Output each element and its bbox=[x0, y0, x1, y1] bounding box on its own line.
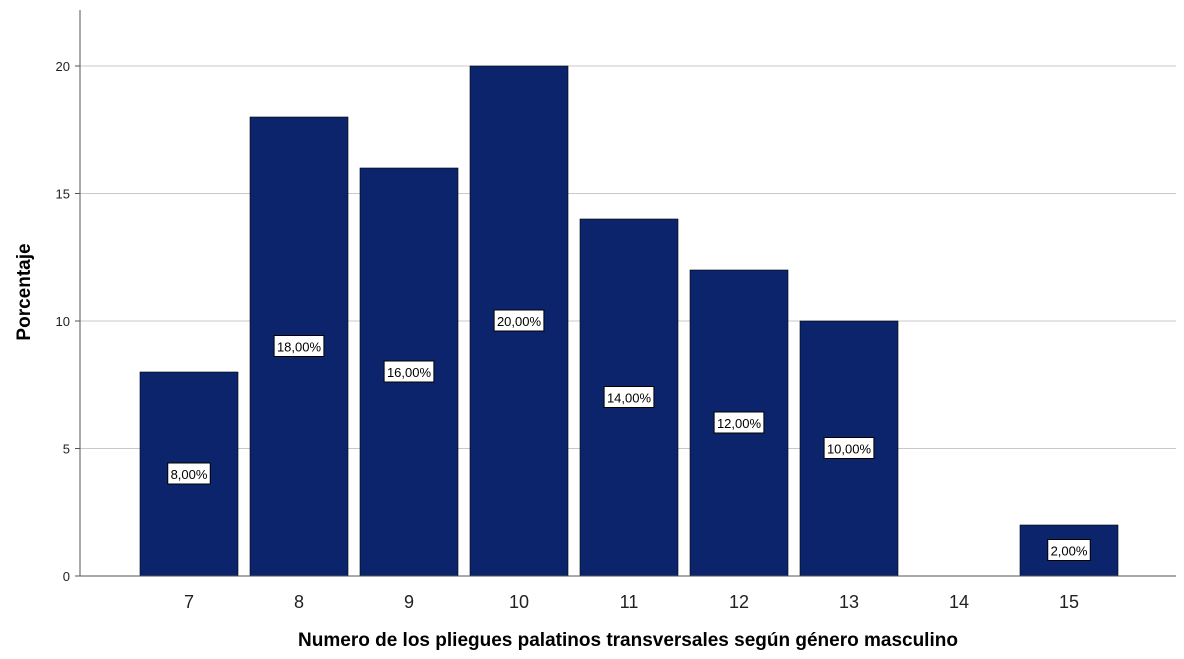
y-ticks: 0 5 10 15 20 bbox=[56, 59, 80, 584]
data-label-text: 20,00% bbox=[497, 314, 542, 329]
x-tick-label: 10 bbox=[509, 592, 529, 612]
y-tick-label: 0 bbox=[63, 569, 70, 584]
x-tick-label: 7 bbox=[184, 592, 194, 612]
y-tick-label: 10 bbox=[56, 314, 70, 329]
x-tick-label: 12 bbox=[729, 592, 749, 612]
data-label-text: 8,00% bbox=[171, 467, 208, 482]
data-label: 10,00% bbox=[823, 437, 875, 459]
x-tick-label: 8 bbox=[294, 592, 304, 612]
axes bbox=[79, 10, 1176, 577]
x-tick-label: 15 bbox=[1059, 592, 1079, 612]
data-label: 12,00% bbox=[713, 411, 765, 434]
data-label-text: 16,00% bbox=[387, 365, 432, 380]
x-axis-title: Numero de los pliegues palatinos transve… bbox=[298, 630, 958, 651]
x-tick-label: 13 bbox=[839, 592, 859, 612]
data-label-text: 10,00% bbox=[827, 442, 872, 457]
data-label-box bbox=[383, 360, 435, 383]
data-label-box bbox=[713, 411, 765, 434]
y-axis-title: Porcentaje bbox=[14, 243, 35, 340]
data-label-box bbox=[493, 309, 545, 332]
y-tick-label: 15 bbox=[56, 187, 70, 202]
data-label: 20,00% bbox=[493, 309, 545, 332]
x-ticks: 7 8 9 10 11 12 13 14 15 bbox=[184, 592, 1079, 612]
data-label-text: 18,00% bbox=[277, 340, 322, 355]
data-label-box bbox=[823, 437, 875, 459]
data-label: 18,00% bbox=[273, 335, 325, 357]
x-tick-label: 14 bbox=[949, 592, 969, 612]
data-label: 8,00% bbox=[167, 462, 211, 485]
y-tick-label: 5 bbox=[63, 442, 70, 457]
data-label-text: 14,00% bbox=[607, 391, 652, 406]
data-label-text: 2,00% bbox=[1051, 544, 1088, 559]
x-tick-label: 9 bbox=[404, 592, 414, 612]
y-tick-label: 20 bbox=[56, 59, 70, 74]
x-tick-label: 11 bbox=[620, 592, 639, 612]
data-label: 2,00% bbox=[1047, 539, 1091, 561]
data-labels: 8,00% 18,00% 16,00% 20,00% 14,00% 12,00% 10,00… bbox=[167, 309, 1091, 561]
data-label-box bbox=[603, 386, 655, 408]
data-label-text: 12,00% bbox=[717, 416, 762, 431]
data-label-box bbox=[1047, 539, 1091, 561]
data-label-box bbox=[273, 335, 325, 357]
data-label: 14,00% bbox=[603, 386, 655, 408]
data-label-box bbox=[167, 462, 211, 485]
data-label: 16,00% bbox=[383, 360, 435, 383]
